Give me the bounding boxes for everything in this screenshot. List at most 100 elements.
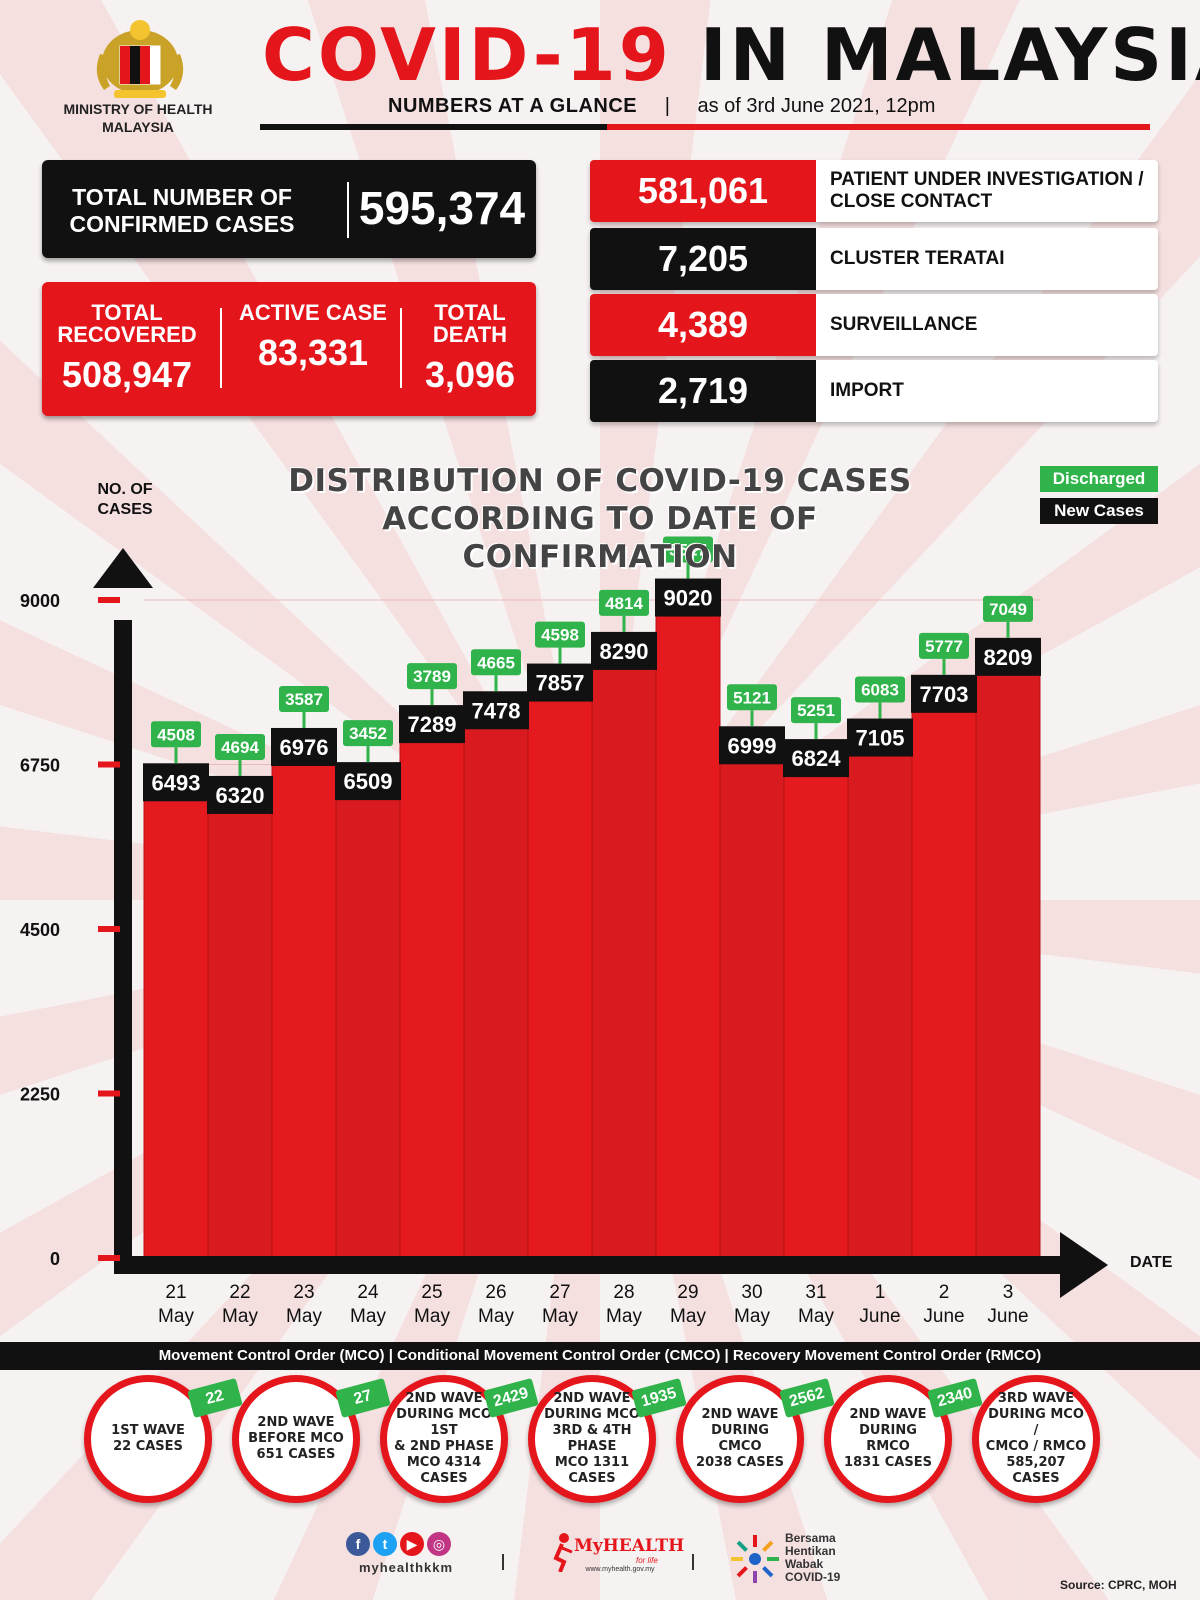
discharged-label: 4598	[541, 626, 579, 645]
breakdown-row: 7,205 CLUSTER TERATAI	[590, 228, 1158, 290]
wave-circle: 1ST WAVE 22 CASES	[84, 1375, 212, 1503]
x-tick-label: 24	[357, 1282, 379, 1303]
y-axis-title: NO. OF CASES	[97, 481, 153, 518]
myhealth-logo: MyHEALTH for life www.myhealth.gov.my	[550, 1528, 690, 1586]
breakdown-value: 4,389	[590, 294, 816, 356]
x-tick-label: 29	[677, 1282, 698, 1303]
discharged-label: 3587	[285, 690, 323, 709]
y-tick-label: 0	[50, 1249, 60, 1269]
discharged-label: 5251	[797, 701, 835, 720]
y-axis	[114, 620, 132, 1270]
x-tick-label: 3	[1003, 1282, 1014, 1303]
title-covid: COVID-19	[262, 13, 672, 97]
x-tick-label: 26	[485, 1282, 506, 1303]
discharged-label: 5121	[733, 688, 771, 707]
new-cases-label: 7703	[920, 682, 969, 707]
new-cases-label: 7105	[856, 726, 905, 751]
death-value: 3,096	[424, 354, 516, 395]
new-cases-label-box	[143, 763, 209, 802]
new-cases-label-box	[911, 674, 977, 713]
discharged-label: 4694	[221, 738, 259, 757]
subtitle-bold: NUMBERS AT A GLANCE	[388, 95, 638, 117]
x-tick-label: May	[286, 1306, 322, 1327]
bar-new-cases	[527, 683, 593, 1259]
breakdown-row: 2,719 IMPORT	[590, 360, 1158, 422]
discharged-label-box	[727, 684, 777, 711]
x-tick-label: May	[350, 1306, 386, 1327]
recovered-block: TOTAL RECOVERED 508,947	[52, 302, 202, 400]
y-tick	[98, 1090, 120, 1097]
recovered-value: 508,947	[61, 354, 193, 395]
x-tick-label: May	[158, 1306, 194, 1327]
discharged-label-box	[599, 589, 649, 616]
breakdown-value: 2,719	[590, 360, 816, 422]
facebook-icon[interactable]: f	[346, 1532, 370, 1556]
chart-legend: Discharged New Cases	[1040, 466, 1158, 524]
discharged-label: 3452	[349, 724, 387, 743]
wave-text: 1ST WAVE 22 CASES	[111, 1423, 185, 1454]
x-axis-arrowhead	[1060, 1232, 1108, 1298]
x-tick-label: May	[222, 1306, 258, 1327]
x-tick-label: May	[414, 1306, 450, 1327]
new-cases-label-box	[591, 631, 657, 670]
new-cases-label-box	[463, 691, 529, 730]
y-tick-label: 9000	[20, 591, 60, 611]
x-tick-label: 28	[613, 1282, 634, 1303]
y-tick	[98, 597, 120, 603]
new-cases-label-box	[975, 637, 1041, 676]
x-tick-label: 23	[293, 1282, 314, 1303]
x-axis-title: DATE	[1130, 1254, 1173, 1271]
new-cases-label: 7478	[472, 698, 521, 723]
legend-new-cases: New Cases	[1040, 498, 1158, 524]
x-tick-label: May	[606, 1306, 642, 1327]
new-cases-label-box	[335, 762, 401, 801]
death-block: TOTAL DEATH 3,096	[410, 302, 530, 400]
runner-icon	[553, 1533, 573, 1572]
new-cases-label-box	[527, 663, 593, 702]
breakdown-value: 581,061	[590, 160, 816, 222]
sunburst-icon	[731, 1535, 779, 1583]
legend-discharged: Discharged	[1040, 466, 1158, 492]
bar-new-cases	[911, 694, 977, 1259]
new-cases-label: 7289	[408, 712, 457, 737]
wave-text: 2ND WAVE DURING MCO 3RD & 4TH PHASE MCO …	[544, 1391, 640, 1486]
x-tick-label: May	[670, 1306, 706, 1327]
bar-new-cases	[975, 657, 1041, 1259]
x-tick-label: June	[859, 1306, 900, 1327]
source-note: Source: CPRC, MOH	[1060, 1578, 1177, 1592]
discharged-label-box	[855, 676, 905, 703]
confirmed-value: 595,374	[358, 182, 526, 234]
wave-text: 2ND WAVE DURING RMCO 1831 CASES	[844, 1407, 932, 1470]
discharged-label: 7049	[989, 600, 1027, 619]
page-title: COVID-19 IN MALAYSIA	[262, 13, 1200, 97]
discharged-label: 4508	[157, 725, 195, 744]
new-cases-label-box	[847, 718, 913, 757]
subtitle-date: as of 3rd June 2021, 12pm	[697, 95, 936, 117]
discharged-label-box	[407, 663, 457, 690]
wave-circle: 3RD WAVE DURING MCO / CMCO / RMCO 585,20…	[972, 1375, 1100, 1503]
confirmed-cases-card: TOTAL NUMBER OF CONFIRMED CASES 595,374	[42, 160, 536, 258]
breakdown-value: 7,205	[590, 228, 816, 290]
new-cases-label: 7857	[536, 671, 585, 696]
bar-new-cases	[655, 598, 721, 1259]
discharged-label-box	[919, 632, 969, 659]
card-divider	[220, 308, 222, 388]
new-cases-label: 6999	[728, 733, 777, 758]
confirmed-label: TOTAL NUMBER OF CONFIRMED CASES	[69, 184, 295, 237]
discharged-label-box	[471, 649, 521, 676]
y-tick	[98, 926, 120, 932]
social-handle[interactable]: myhealthkkm	[358, 1560, 454, 1575]
subtitle-separator: |	[664, 95, 670, 117]
bar-new-cases	[271, 747, 337, 1259]
wave-text: 2ND WAVE BEFORE MCO 651 CASES	[248, 1415, 344, 1462]
x-tick-label: May	[734, 1306, 770, 1327]
youtube-icon[interactable]: ▶	[400, 1532, 424, 1556]
twitter-icon[interactable]: t	[373, 1532, 397, 1556]
myhealth-url[interactable]: www.myhealth.gov.my	[585, 1566, 655, 1573]
instagram-icon[interactable]: ◎	[427, 1532, 451, 1556]
x-tick-label: 27	[549, 1282, 570, 1303]
wave-text: 3RD WAVE DURING MCO / CMCO / RMCO 585,20…	[985, 1391, 1087, 1486]
x-tick-label: June	[987, 1306, 1028, 1327]
chart-title: DISTRIBUTION OF COVID-19 CASES ACCORDING…	[288, 463, 912, 575]
